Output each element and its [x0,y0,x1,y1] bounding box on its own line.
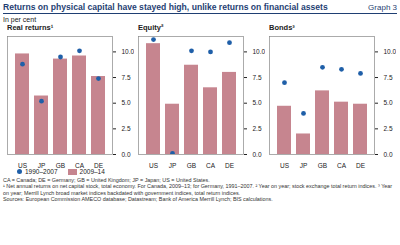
svg-text:2.5: 2.5 [122,125,131,132]
svg-text:DE: DE [225,162,235,168]
svg-text:US: US [18,162,28,168]
html-text:Equity²: Equity² [138,23,164,32]
html-text:¹ Net annual returns on net ca: ¹ Net annual returns on net capital stoc… [3,183,393,196]
svg-text:DE: DE [94,162,104,168]
svg-text:7.5: 7.5 [122,74,131,81]
html-text:CA = Canada; DE = Germany; GB: CA = Canada; DE = Germany; GB = United K… [3,177,210,183]
svg-text:GB: GB [187,162,196,168]
svg-text:10.0: 10.0 [384,48,397,55]
svg-text:2.5: 2.5 [253,125,262,132]
svg-text:10.0: 10.0 [253,48,266,55]
svg-text:US: US [280,162,290,168]
svg-text:0.0: 0.0 [253,151,262,158]
svg-text:7.5: 7.5 [384,74,393,81]
html-text:Graph 3: Graph 3 [368,3,397,12]
html-text:Sources: European Commission A: Sources: European Commission AMECO datab… [3,196,273,203]
svg-text:0.0: 0.0 [122,151,131,158]
svg-text:10.0: 10.0 [122,48,135,55]
html-text:2009–14: 2009–14 [79,168,105,175]
svg-text:GB: GB [318,162,327,168]
svg-text:5.0: 5.0 [122,99,131,106]
svg-text:US: US [149,162,159,168]
svg-text:GB: GB [56,162,65,168]
svg-text:0.0: 0.0 [384,151,393,158]
html-text:Returns on physical capital ha: Returns on physical capital have stayed … [3,2,328,12]
svg-text:CA: CA [337,162,347,168]
html-text:In per cent: In per cent [3,16,37,23]
svg-text:2.5: 2.5 [384,125,393,132]
html-text:Bonds³: Bonds³ [269,23,295,32]
html-text:Real returns¹: Real returns¹ [7,23,54,32]
svg-text:JP: JP [300,162,308,168]
svg-text:7.5: 7.5 [253,74,262,81]
svg-text:5.0: 5.0 [384,99,393,106]
svg-text:CA: CA [75,162,85,168]
svg-text:5.0: 5.0 [253,99,262,106]
svg-text:JP: JP [169,162,177,168]
svg-text:JP: JP [38,162,46,168]
svg-text:CA: CA [206,162,216,168]
svg-text:DE: DE [356,162,366,168]
html-text:1990–2007: 1990–2007 [25,168,58,175]
